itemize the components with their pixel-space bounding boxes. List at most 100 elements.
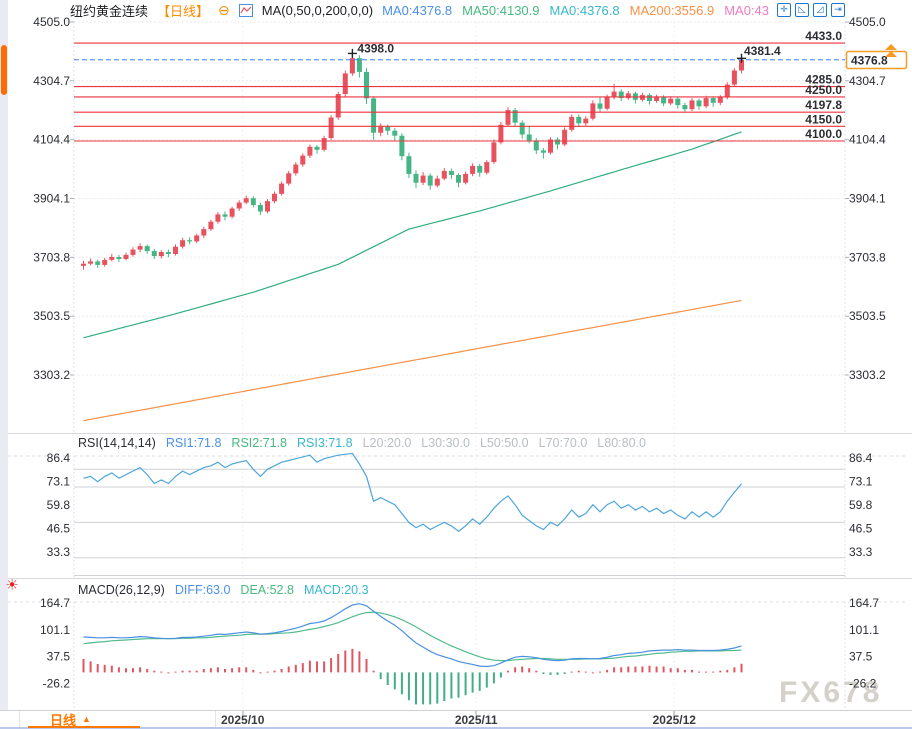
candle-body	[491, 142, 497, 163]
candle-body	[378, 126, 384, 133]
up-arrow-icon	[885, 44, 897, 50]
axis-label: 73.1	[849, 475, 873, 489]
candle-body	[349, 58, 355, 74]
candle-body	[321, 138, 327, 150]
candle-body	[590, 103, 596, 119]
candle-body	[356, 58, 362, 72]
candle-body	[88, 261, 94, 264]
chart-svg: 4433.04285.04250.04197.84150.04100.04505…	[0, 15, 912, 708]
axis-labels: 4505.0 4505.0 4304.7 4304.7 4104.4 4104.4 3904…	[33, 15, 886, 690]
axis-label: 164.7	[40, 596, 70, 610]
axis-label: 4304.7	[849, 74, 886, 88]
axis-label: 46.5	[849, 522, 873, 536]
candle-body	[165, 252, 171, 254]
axis-label: 101.1	[40, 623, 70, 637]
candle-body	[498, 124, 504, 143]
axis-label: 101.1	[849, 623, 879, 637]
candle-body	[710, 98, 716, 103]
candle-body	[371, 98, 377, 133]
candle-body	[583, 118, 589, 124]
candle-body	[406, 156, 412, 174]
candle-body	[526, 134, 532, 141]
period-tab[interactable]: 日线 ▲	[19, 711, 216, 728]
current-price-value: 4376.8	[851, 54, 888, 68]
axis-label: 86.4	[849, 451, 873, 465]
candle-body	[102, 259, 108, 265]
candle-body	[555, 139, 560, 145]
candle-body	[81, 263, 86, 266]
hline-price-label: 4285.0	[805, 73, 842, 87]
candle-body	[95, 261, 101, 265]
collapse-icon[interactable]: ⊖	[218, 2, 230, 18]
candle-body	[215, 214, 221, 222]
candle-body	[109, 257, 115, 260]
candle-body	[682, 105, 688, 110]
candle-body	[420, 175, 426, 183]
axis-label: 4505.0	[849, 15, 886, 29]
instrument-title: 纽约黄金连续	[70, 3, 149, 19]
candle-body	[618, 91, 624, 99]
indicator-value: MA0:4376.8	[549, 2, 620, 18]
main-gridlines	[70, 21, 849, 376]
scale-axis-left-icon[interactable]: ◺	[795, 3, 809, 17]
candle-body	[293, 164, 299, 174]
peak-price-annotation: 4398.0	[357, 41, 394, 55]
diff-line	[83, 603, 742, 668]
indicator-value: RSI3:71.8	[297, 436, 353, 450]
go-to-latest-icon[interactable]: ⇥	[831, 3, 845, 17]
ma-values: MA0:4376.8 MA50:4130.9 MA0:4376.8 MA200:355…	[382, 3, 769, 18]
candle-body	[576, 116, 582, 124]
candle-body	[144, 246, 150, 252]
indicator-value: L80:80.0	[597, 436, 646, 450]
candle-body	[286, 173, 292, 184]
indicator-value: MA0:43	[724, 2, 770, 18]
candle-body	[675, 98, 681, 106]
anchor-plus-marker	[347, 48, 357, 58]
indicator-value: L70:70.0	[538, 436, 588, 450]
scale-axis-right-icon[interactable]: ◿	[813, 3, 827, 17]
candle-body	[173, 246, 178, 254]
hline-price-label: 4150.0	[805, 112, 842, 126]
axis-tick	[475, 711, 477, 715]
period-tab-label: 日线	[50, 712, 77, 728]
candle-body	[519, 122, 525, 135]
candle-body	[689, 100, 695, 110]
rsi-title: RSI(14,14,14)	[78, 436, 156, 450]
candle-body	[364, 71, 369, 99]
pan-move-icon[interactable]: ✛	[777, 3, 791, 17]
axis-label: 73.1	[47, 475, 71, 489]
candle-body	[279, 183, 285, 194]
candle-body	[647, 95, 652, 101]
candle-body	[385, 126, 391, 131]
indicator-value: RSI1:71.8	[165, 436, 222, 450]
candle-body	[477, 165, 483, 173]
axis-label: 4104.4	[33, 133, 70, 147]
axis-label: 4304.7	[33, 74, 70, 88]
indicator-value: L50:50.0	[479, 436, 529, 450]
bottom-bar: 日线 ▲ 2025/10 2025/11 2025/12	[0, 710, 912, 729]
axis-label: 4104.4	[849, 133, 886, 147]
candle-body	[562, 129, 568, 145]
axis-label: 3703.8	[33, 250, 70, 264]
rsi-values: RSI1:71.8 RSI2:71.8 RSI3:71.8 L20:20.0 L30:3…	[166, 436, 646, 450]
candle-body	[703, 98, 709, 107]
candle-body	[413, 173, 419, 183]
macd-title: MACD(26,12,9)	[78, 583, 165, 597]
axis-label: 59.8	[47, 498, 71, 512]
candle-body	[392, 130, 398, 136]
candle-body	[604, 97, 610, 109]
left-range-indicator[interactable]	[1, 45, 7, 95]
axis-label: -26.2	[849, 676, 877, 690]
rsi-panel	[74, 452, 845, 576]
plot-borders	[73, 22, 846, 708]
indicator-chart-icon[interactable]	[238, 3, 253, 17]
indicator-value: L30:30.0	[421, 436, 470, 450]
candle-body	[222, 214, 228, 217]
candle-body	[625, 93, 631, 99]
hline-price-label: 4433.0	[805, 29, 842, 43]
candle-body	[229, 208, 235, 217]
candle-body	[151, 251, 157, 257]
rsi-line	[83, 452, 742, 532]
candle-body	[611, 91, 617, 98]
